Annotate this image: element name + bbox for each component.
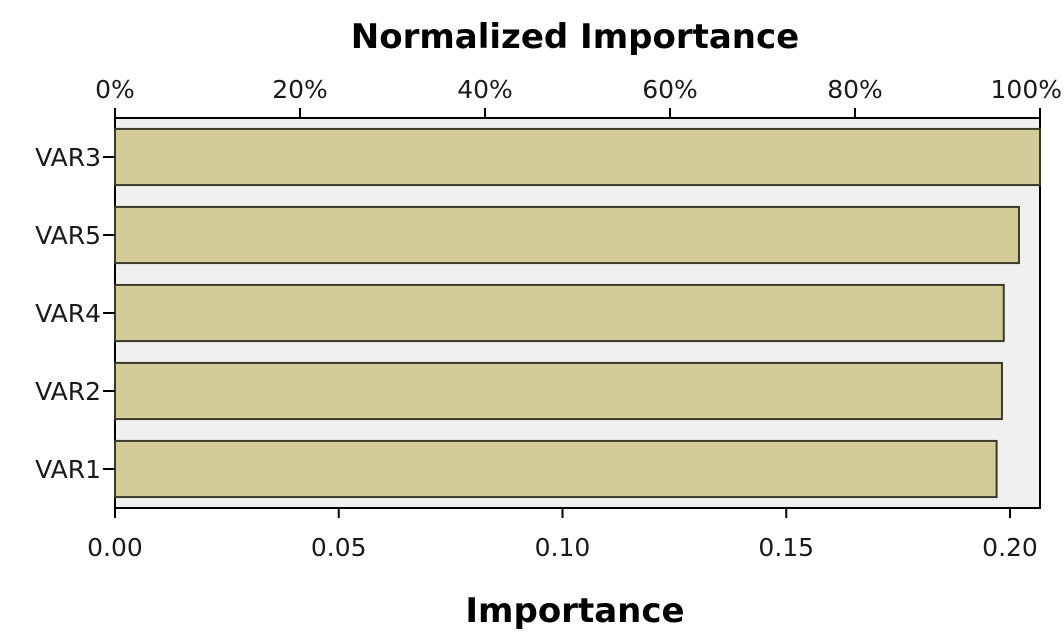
y-tick-label: VAR2: [35, 377, 101, 406]
top-tick-label: 20%: [272, 75, 328, 104]
bottom-tick-label: 0.20: [982, 533, 1038, 562]
y-tick-label: VAR5: [35, 221, 101, 250]
top-tick-label: 0%: [95, 75, 135, 104]
bar-var3: [114, 127, 1041, 187]
bottom-tick-label: 0.05: [311, 533, 367, 562]
top-tick-label: 40%: [457, 75, 513, 104]
bottom-tick-label: 0.00: [87, 533, 143, 562]
top-axis-title: Normalized Importance: [351, 17, 799, 57]
y-tick-label: VAR3: [35, 143, 101, 172]
bottom-tick-label: 0.15: [758, 533, 814, 562]
y-tick-label: VAR1: [35, 455, 101, 484]
bottom-axis-title: Importance: [465, 591, 684, 631]
top-tick-label: 80%: [827, 75, 883, 104]
y-tick-label: VAR4: [35, 299, 101, 328]
bar-var1: [114, 439, 998, 499]
bottom-tick-label: 0.10: [535, 533, 591, 562]
top-tick-label: 60%: [642, 75, 698, 104]
bar-var4: [114, 283, 1005, 343]
bar-var2: [114, 361, 1003, 421]
bar-var5: [114, 205, 1020, 265]
top-tick-label: 100%: [991, 75, 1062, 104]
